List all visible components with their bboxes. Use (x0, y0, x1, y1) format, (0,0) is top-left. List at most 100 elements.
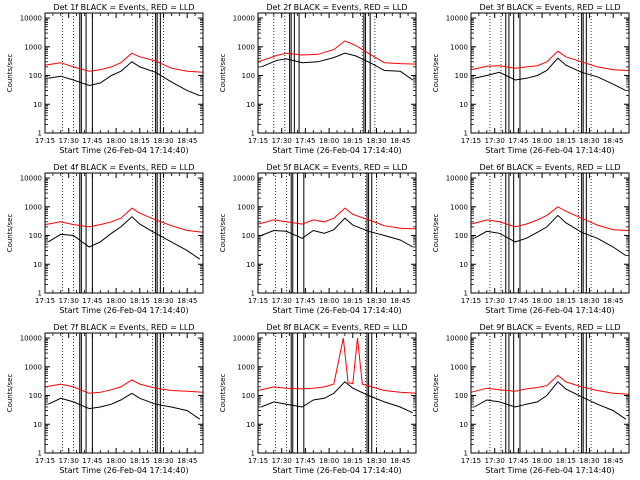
y-tick-label: 10000 (233, 175, 255, 183)
x-tick-label: 18:30 (366, 297, 386, 305)
lld-rate-line (257, 40, 417, 65)
y-tick-label: 100 (455, 232, 468, 240)
y-tick-label: 100 (455, 392, 468, 400)
panel-title: Det 3f BLACK = Events, RED = LLD (479, 3, 620, 12)
x-tick-label: 18:15 (343, 297, 363, 305)
x-tick-label: 18:15 (130, 137, 150, 145)
events-rate-line (473, 214, 627, 257)
events-rate-line (261, 217, 414, 248)
y-tick-label: 100 (242, 392, 255, 400)
x-axis-label: Start Time (26-Feb-04 17:14:40) (485, 306, 614, 315)
x-tick-label: 17:30 (59, 137, 79, 145)
detector-panel-7: Det 7f BLACK = Events, RED = LLD Counts/s… (6, 323, 204, 475)
detector-panel-8: Det 8f BLACK = Events, RED = LLD Counts/s… (219, 323, 417, 475)
plot-frame (44, 12, 204, 134)
x-tick-label: 18:45 (603, 457, 623, 465)
lld-rate-line (44, 379, 204, 394)
x-tick-label: 18:00 (106, 457, 126, 465)
y-axis-label: Counts/sec (432, 54, 440, 93)
panel-title: Det 6f BLACK = Events, RED = LLD (479, 163, 620, 172)
x-tick-label: 17:30 (59, 457, 79, 465)
x-tick-label: 18:15 (556, 457, 576, 465)
x-tick-label: 17:15 (248, 457, 268, 465)
x-tick-label: 17:30 (272, 297, 292, 305)
plot-frame (470, 12, 630, 134)
y-tick-label: 10000 (446, 15, 468, 23)
x-tick-label: 17:45 (508, 457, 528, 465)
events-rate-line (47, 392, 201, 420)
x-tick-label: 18:15 (556, 137, 576, 145)
y-tick-label: 1000 (24, 43, 42, 51)
x-tick-label: 17:15 (461, 297, 481, 305)
x-tick-label: 18:00 (106, 297, 126, 305)
y-tick-label: 1 (38, 130, 42, 138)
x-tick-label: 18:15 (343, 457, 363, 465)
y-tick-label: 10000 (20, 15, 42, 23)
panel-title: Det 1f BLACK = Events, RED = LLD (53, 3, 194, 12)
y-axis-label: Counts/sec (219, 54, 227, 93)
x-tick-label: 18:45 (603, 297, 623, 305)
y-axis-label: Counts/sec (432, 214, 440, 253)
panel-title: Det 2f BLACK = Events, RED = LLD (266, 3, 407, 12)
y-tick-label: 10000 (446, 335, 468, 343)
y-axis-label: Counts/sec (219, 214, 227, 253)
plot-frame (470, 172, 630, 294)
y-tick-label: 10 (33, 261, 42, 269)
y-tick-label: 1000 (24, 203, 42, 211)
x-tick-label: 17:45 (508, 297, 528, 305)
y-tick-label: 10 (246, 421, 255, 429)
detector-panel-1: Det 1f BLACK = Events, RED = LLD Counts/s… (6, 3, 204, 155)
y-tick-label: 100 (29, 392, 42, 400)
events-rate-line (48, 61, 200, 97)
y-axis-label: Counts/sec (6, 54, 14, 93)
y-tick-label: 1000 (450, 203, 468, 211)
panel-title: Det 9f BLACK = Events, RED = LLD (479, 323, 620, 332)
detector-panel-6: Det 6f BLACK = Events, RED = LLD Counts/s… (432, 163, 630, 315)
y-tick-label: 1 (251, 450, 255, 458)
plot-frame (257, 12, 417, 134)
x-axis-label: Start Time (26-Feb-04 17:14:40) (272, 146, 401, 155)
x-tick-label: 17:45 (295, 457, 315, 465)
y-tick-label: 10000 (233, 335, 255, 343)
detector-panel-4: Det 4f BLACK = Events, RED = LLD Counts/s… (6, 163, 204, 315)
x-axis-label: Start Time (26-Feb-04 17:14:40) (59, 466, 188, 475)
x-tick-label: 18:45 (177, 297, 197, 305)
y-tick-label: 10 (33, 421, 42, 429)
lld-rate-line (470, 374, 630, 395)
x-tick-label: 18:45 (390, 297, 410, 305)
y-tick-label: 1 (38, 290, 42, 298)
x-tick-label: 18:45 (603, 137, 623, 145)
y-axis-label: Counts/sec (6, 214, 14, 253)
events-rate-line (474, 57, 627, 92)
plot-frame (44, 172, 204, 294)
y-tick-label: 1000 (237, 43, 255, 51)
x-tick-label: 17:15 (35, 137, 55, 145)
panel-title: Det 7f BLACK = Events, RED = LLD (53, 323, 194, 332)
panel-title: Det 8f BLACK = Events, RED = LLD (266, 323, 407, 332)
x-tick-label: 18:15 (130, 457, 150, 465)
y-tick-label: 10 (246, 101, 255, 109)
x-tick-label: 18:00 (319, 457, 339, 465)
x-tick-label: 17:30 (485, 297, 505, 305)
y-tick-label: 1 (251, 290, 255, 298)
x-axis-label: Start Time (26-Feb-04 17:14:40) (272, 466, 401, 475)
x-tick-label: 18:30 (153, 297, 173, 305)
x-tick-label: 17:45 (82, 297, 102, 305)
y-tick-label: 100 (242, 232, 255, 240)
events-rate-line (47, 216, 201, 260)
x-tick-label: 18:30 (579, 297, 599, 305)
x-tick-label: 17:45 (295, 297, 315, 305)
x-tick-label: 17:15 (248, 137, 268, 145)
x-tick-label: 18:00 (319, 297, 339, 305)
y-tick-label: 1000 (450, 363, 468, 371)
x-axis-label: Start Time (26-Feb-04 17:14:40) (59, 146, 188, 155)
y-tick-label: 1 (251, 130, 255, 138)
x-axis-label: Start Time (26-Feb-04 17:14:40) (485, 466, 614, 475)
events-rate-line (473, 381, 627, 420)
lld-rate-line (257, 337, 417, 394)
x-tick-label: 18:00 (532, 137, 552, 145)
y-tick-label: 100 (242, 72, 255, 80)
y-tick-label: 10 (459, 101, 468, 109)
plot-frame (44, 332, 204, 454)
